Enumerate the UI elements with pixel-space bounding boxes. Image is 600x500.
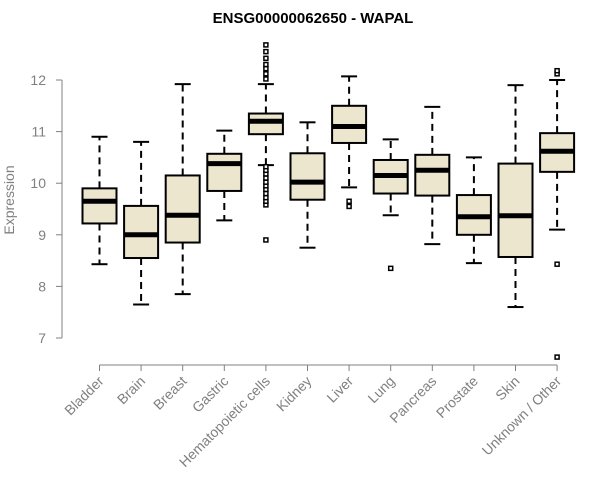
iqr-box [81, 187, 118, 225]
outlier-point [554, 67, 560, 74]
y-axis: 7 8 9 10 11 12 [30, 72, 63, 346]
outlier-point [554, 354, 560, 360]
outlier-point [387, 265, 394, 272]
iqr-box [164, 174, 201, 244]
y-tick-label: 12 [30, 72, 46, 88]
y-tick-label: 9 [38, 227, 46, 243]
outlier-point [263, 42, 269, 48]
outlier-point [263, 71, 269, 77]
box-skin [497, 84, 534, 309]
iqr-box [123, 204, 160, 260]
y-tick-label: 11 [31, 124, 46, 140]
y-tick-label: 10 [30, 175, 46, 191]
x-category-label: Prostate [433, 373, 481, 421]
x-category-label: Lung [364, 373, 397, 406]
y-axis-label: Expression [1, 165, 17, 234]
y-tick-label: 8 [38, 278, 46, 294]
x-category-label: Unknown / Other [479, 373, 565, 459]
x-category-label: Breast [150, 373, 190, 413]
outlier-point [346, 203, 352, 210]
outlier-point [263, 61, 269, 68]
box-prostate [455, 156, 492, 265]
chart-title: ENSG00000062650 - WAPAL [213, 10, 414, 27]
outlier-point [263, 163, 269, 170]
box-liver [331, 75, 368, 210]
iqr-box [497, 162, 534, 258]
box-pancreas [414, 105, 451, 246]
box-gastric [206, 129, 243, 222]
outlier-point [554, 261, 560, 267]
outlier-point [346, 198, 352, 205]
boxes-group [81, 42, 576, 360]
iqr-box [247, 112, 284, 136]
box-brain [123, 140, 160, 306]
box-lung [372, 138, 409, 272]
x-category-label: Liver [323, 373, 356, 406]
outlier-point [263, 55, 269, 62]
x-category-label: Skin [492, 373, 523, 404]
x-category-label: Brain [114, 373, 148, 407]
box-unknown-other [539, 67, 576, 360]
iqr-box [414, 153, 451, 197]
box-hematopoietic-cells [247, 42, 284, 243]
box-breast [164, 83, 201, 296]
box-kidney [289, 121, 326, 249]
iqr-box [289, 152, 326, 201]
y-tick-label: 7 [38, 330, 46, 346]
outlier-point [263, 48, 269, 55]
x-category-label: Bladder [61, 373, 107, 419]
iqr-box [206, 152, 243, 192]
x-category-label: Kidney [273, 373, 315, 415]
outlier-point [263, 237, 269, 243]
box-bladder [81, 135, 118, 266]
outlier-point [263, 76, 269, 82]
